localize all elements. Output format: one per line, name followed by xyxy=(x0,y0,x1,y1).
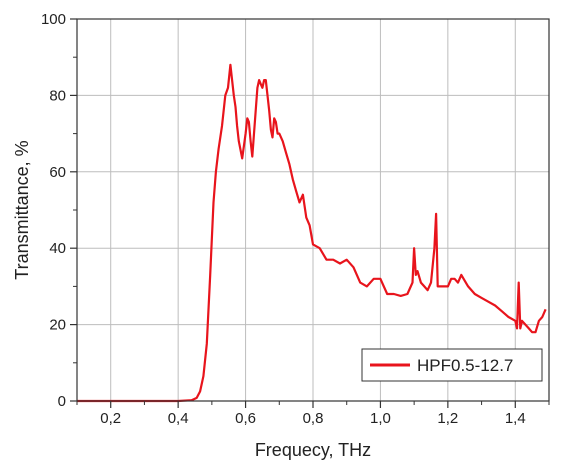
x-tick-label: 1,2 xyxy=(437,410,458,427)
series-layer xyxy=(77,63,547,403)
y-axis-title: Transmittance, % xyxy=(12,140,32,279)
y-tick-label: 80 xyxy=(49,87,66,104)
grid xyxy=(77,19,549,401)
axis-ticks xyxy=(70,18,550,408)
y-tick-label: 20 xyxy=(49,317,66,334)
x-tick-label: 1,0 xyxy=(370,410,391,427)
x-tick-label: 0,4 xyxy=(168,410,189,427)
y-tick-label: 40 xyxy=(49,240,66,257)
x-tick-label: 0,2 xyxy=(100,410,121,427)
x-tick-label: 1,4 xyxy=(505,410,526,427)
y-tick-label: 60 xyxy=(49,164,66,181)
x-tick-label: 0,6 xyxy=(235,410,256,427)
x-axis-title: Frequecy, THz xyxy=(255,440,371,460)
tick-labels: 0,2 0,4 0,6 0,8 1,0 1,2 1,4 0 20 40 60 80 100 xyxy=(41,11,526,427)
legend: HPF0.5-12.7 xyxy=(361,348,543,382)
y-tick-label: 0 xyxy=(58,393,66,410)
y-tick-label: 100 xyxy=(41,11,66,28)
x-tick-label: 0,8 xyxy=(303,410,324,427)
series-line-0 xyxy=(77,63,547,403)
legend-label: HPF0.5-12.7 xyxy=(417,356,513,375)
